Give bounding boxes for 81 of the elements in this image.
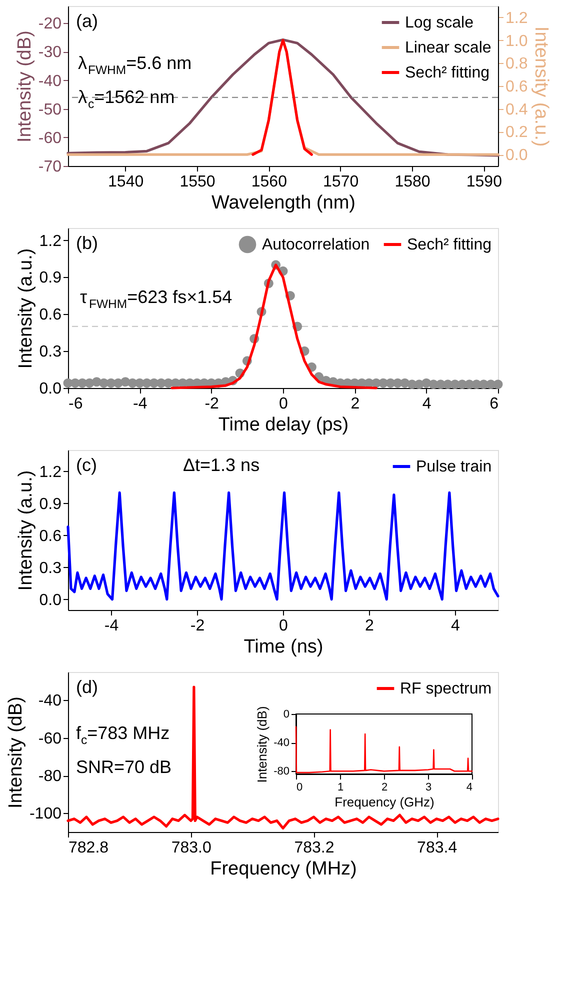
x-axis-title: Frequency (GHz) — [334, 794, 434, 810]
legend-label: Autocorrelation — [262, 236, 370, 254]
x-tick-label: 1580 — [394, 174, 430, 190]
y2-tick-label: 0.2 — [506, 124, 528, 142]
annotation: (b) — [76, 233, 98, 253]
y-tick-label: -40 — [274, 737, 290, 750]
y2-tick-label: 0.6 — [506, 78, 528, 96]
y-tick-label: -80 — [274, 766, 290, 778]
y-tick-label: -40 — [38, 72, 62, 90]
y-tick-label: 0.6 — [39, 528, 62, 545]
x-tick-label: 783.0 — [171, 840, 212, 856]
x-tick-label: 1570 — [323, 174, 359, 190]
y-tick-label: -50 — [38, 101, 62, 118]
x-tick-label: 783.4 — [417, 840, 458, 856]
y-tick-label: -100 — [29, 806, 62, 823]
x-axis-title: Time (ns) — [244, 636, 324, 658]
x-tick-label: 1540 — [108, 174, 144, 190]
legend-label: Pulse train — [416, 458, 492, 476]
y-tick-label: -20 — [38, 16, 62, 33]
legend-label: Sech² fitting — [405, 64, 490, 82]
y-axis-title: Intensity (dB) — [254, 706, 270, 783]
y-tick-label: 1.2 — [39, 232, 62, 250]
x-tick-label: 4 — [422, 396, 432, 412]
line-series — [66, 491, 500, 601]
x-tick-label: -2 — [204, 396, 220, 412]
y-tick-label: 0.9 — [39, 270, 62, 287]
x-tick-label: 2 — [350, 396, 360, 412]
y-tick-label: 1.2 — [39, 464, 62, 481]
x-tick-label: 783.2 — [294, 840, 334, 856]
y-axis-title: Intensity (a.u.) — [15, 470, 36, 591]
y-tick-label: 0.3 — [39, 344, 62, 361]
x-tick-label: 1560 — [251, 174, 288, 190]
legend-label: Sech² fitting — [407, 236, 492, 254]
y-tick-label: 0.9 — [39, 496, 62, 513]
y-tick-label: 0.6 — [39, 306, 62, 324]
y-tick-label: -70 — [38, 158, 62, 176]
y2-tick-label: 1.2 — [506, 10, 528, 27]
legend-label: RF spectrum — [400, 680, 492, 698]
y-axis-title: Intensity (a.u.) — [15, 248, 36, 369]
y2-tick-label: 0.0 — [506, 147, 528, 164]
annotation: Δt=1.3 ns — [183, 455, 260, 475]
y-tick-label: 0.0 — [39, 592, 62, 609]
x-tick-label: -2 — [190, 618, 205, 634]
x-axis-title: Wavelength (nm) — [212, 192, 356, 214]
x-tick-label: 0 — [296, 782, 303, 794]
y-tick-label: -80 — [38, 768, 62, 786]
y-tick-label: -60 — [38, 130, 62, 147]
y-axis-title: Intensity (dB) — [5, 696, 26, 808]
x-tick-label: 1 — [337, 782, 344, 794]
y-tick-label: 0.0 — [39, 380, 62, 398]
y2-tick-label: 0.4 — [506, 101, 528, 118]
x-tick-label: -6 — [68, 396, 83, 412]
x-tick-label: 4 — [466, 782, 472, 794]
legend-label: Log scale — [405, 14, 474, 32]
annotation: (a) — [76, 11, 98, 31]
x-tick-label: 3 — [425, 782, 432, 794]
y2-tick-label: 0.8 — [506, 56, 528, 73]
x-tick-label: -4 — [133, 396, 148, 412]
x-tick-label: 1550 — [180, 174, 216, 190]
y-tick-label: -40 — [38, 692, 62, 710]
annotation: (c) — [76, 455, 97, 475]
y-tick-label: 0 — [283, 708, 290, 720]
x-tick-label: 4 — [451, 618, 460, 634]
x-tick-label: -4 — [104, 618, 119, 634]
legend-label: Linear scale — [405, 40, 492, 56]
y2-axis-title: Intensity (a.u.) — [530, 26, 552, 147]
line-series — [252, 38, 313, 156]
y-axis-title: Intensity (dB) — [14, 30, 36, 142]
annotation: SNR=70 dB — [76, 757, 172, 777]
x-tick-label: 782.8 — [68, 840, 109, 856]
x-axis-title: Frequency (MHz) — [210, 858, 357, 880]
y2-tick-label: 1.0 — [506, 32, 528, 50]
y-tick-label: -60 — [38, 730, 62, 748]
y-tick-label: -30 — [38, 44, 62, 62]
x-tick-label: 6 — [490, 396, 499, 412]
y-tick-label: 0.3 — [39, 560, 62, 577]
x-tick-label: 2 — [381, 782, 388, 794]
x-axis-title: Time delay (ps) — [218, 414, 349, 436]
annotation: (d) — [76, 677, 98, 697]
x-tick-label: 1590 — [466, 174, 502, 190]
x-tick-label: 2 — [365, 618, 374, 634]
